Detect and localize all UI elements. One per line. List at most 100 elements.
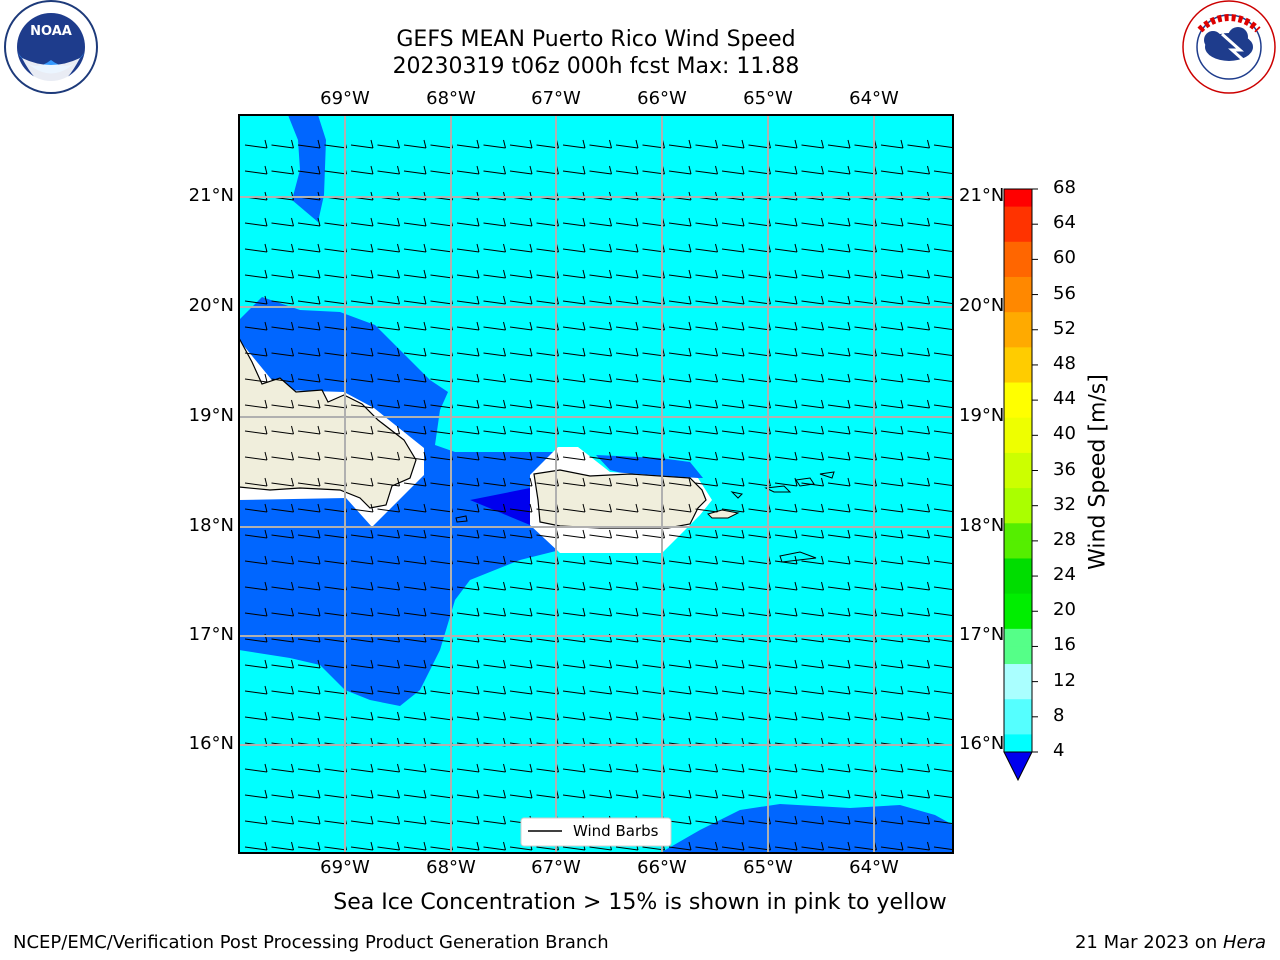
lat-label-left: 18°N xyxy=(188,515,234,536)
wind-barb xyxy=(403,763,427,773)
colorbar-label: Wind Speed [m/s] xyxy=(1085,374,1111,570)
wind-barb xyxy=(907,529,930,539)
lon-label-top: 64°W xyxy=(849,88,899,109)
wind-barb xyxy=(350,139,374,149)
wind-barb xyxy=(801,607,824,617)
wind-barb xyxy=(589,373,612,383)
wind-barb xyxy=(615,711,639,721)
wind-barb xyxy=(244,347,268,357)
wind-barb xyxy=(271,607,294,617)
wind-barb xyxy=(350,815,374,825)
wind-barb xyxy=(377,711,400,721)
wind-barb xyxy=(721,373,745,383)
wind-barb xyxy=(721,841,745,851)
wind-barb xyxy=(244,659,268,669)
wind-barb xyxy=(721,243,745,253)
wind-barb xyxy=(244,217,268,227)
wind-barb xyxy=(668,503,692,513)
wind-barb xyxy=(907,347,930,357)
wind-barb xyxy=(880,815,904,825)
wind-barb xyxy=(509,165,533,175)
wind-barb xyxy=(615,269,639,279)
wind-barb xyxy=(589,711,612,721)
wind-barb xyxy=(271,165,294,175)
wind-barb xyxy=(668,165,692,175)
wind-barb xyxy=(907,243,930,253)
wind-barb xyxy=(350,243,374,253)
colorbar-segment xyxy=(1004,329,1032,348)
wind-barb xyxy=(589,763,612,773)
wind-barb xyxy=(880,555,904,565)
wind-barb xyxy=(801,659,824,669)
wind-barb xyxy=(483,477,506,487)
wind-barb xyxy=(403,217,427,227)
wind-barb xyxy=(456,477,480,487)
wind-barb xyxy=(350,373,374,383)
colorbar-segment xyxy=(1004,382,1032,401)
wind-barb xyxy=(562,451,586,461)
wind-barb xyxy=(695,347,718,357)
wind-barb-legend xyxy=(520,817,672,847)
wind-barb xyxy=(721,139,745,149)
wind-barb xyxy=(456,711,480,721)
wind-barb xyxy=(615,659,639,669)
wind-barb xyxy=(668,217,692,227)
wind-barb xyxy=(271,373,294,383)
wind-barb xyxy=(721,581,745,591)
wind-barb xyxy=(271,321,294,331)
wind-barb xyxy=(721,503,745,513)
wind-barb xyxy=(721,659,745,669)
wind-barb xyxy=(562,789,586,799)
colorbar-segment xyxy=(1004,189,1032,208)
wind-barb xyxy=(509,425,533,435)
wind-barb xyxy=(907,659,930,669)
wind-barb xyxy=(615,321,639,331)
lat-label-right: 20°N xyxy=(959,295,1005,316)
wind-barb xyxy=(350,321,374,331)
footer-date: 21 Mar 2023 on Hera xyxy=(1075,932,1266,953)
wind-barb xyxy=(509,217,533,227)
footer-branch: NCEP/EMC/Verification Post Processing Pr… xyxy=(13,932,609,953)
colorbar-segment xyxy=(1004,259,1032,278)
wind-barb xyxy=(907,295,930,305)
wind-barb xyxy=(880,763,904,773)
wind-barb xyxy=(350,581,374,591)
wind-contour-mid-pr-north xyxy=(596,455,703,478)
chart-title: GEFS MEAN Puerto Rico Wind Speed xyxy=(396,27,796,52)
wind-barb xyxy=(695,477,718,487)
wind-barb xyxy=(297,789,321,799)
wind-barb xyxy=(668,685,692,695)
wind-barb xyxy=(271,815,294,825)
wind-barb xyxy=(403,789,427,799)
wind-barb xyxy=(695,555,718,565)
colorbar-tick-label: 20 xyxy=(1053,599,1076,621)
wind-barb xyxy=(562,321,586,331)
wind-barb xyxy=(721,165,745,175)
wind-barb xyxy=(456,555,480,565)
wind-barb xyxy=(907,425,930,435)
wind-barb xyxy=(774,321,798,331)
wind-barb xyxy=(668,841,692,851)
colorbar-tick-label: 44 xyxy=(1053,388,1076,410)
wind-barb xyxy=(801,529,824,539)
wind-barb xyxy=(827,321,851,331)
wind-barb xyxy=(801,321,824,331)
colorbar-tick-label: 52 xyxy=(1053,317,1076,339)
wind-barb xyxy=(615,217,639,227)
wind-barb xyxy=(509,529,533,539)
wind-barb xyxy=(297,529,321,539)
wind-barb xyxy=(297,685,321,695)
wind-barb xyxy=(668,243,692,253)
wind-barb xyxy=(827,139,851,149)
wind-barb xyxy=(271,269,294,279)
colorbar-segment xyxy=(1004,417,1032,436)
wind-barb xyxy=(721,607,745,617)
wind-barb xyxy=(483,217,506,227)
colorbar-extend xyxy=(1003,751,1033,782)
wind-barb xyxy=(615,295,639,305)
wind-barb xyxy=(562,503,586,513)
lat-label-left: 20°N xyxy=(188,295,234,316)
wind-barb xyxy=(774,581,798,591)
wind-barb xyxy=(297,425,321,435)
wind-barb xyxy=(483,295,506,305)
